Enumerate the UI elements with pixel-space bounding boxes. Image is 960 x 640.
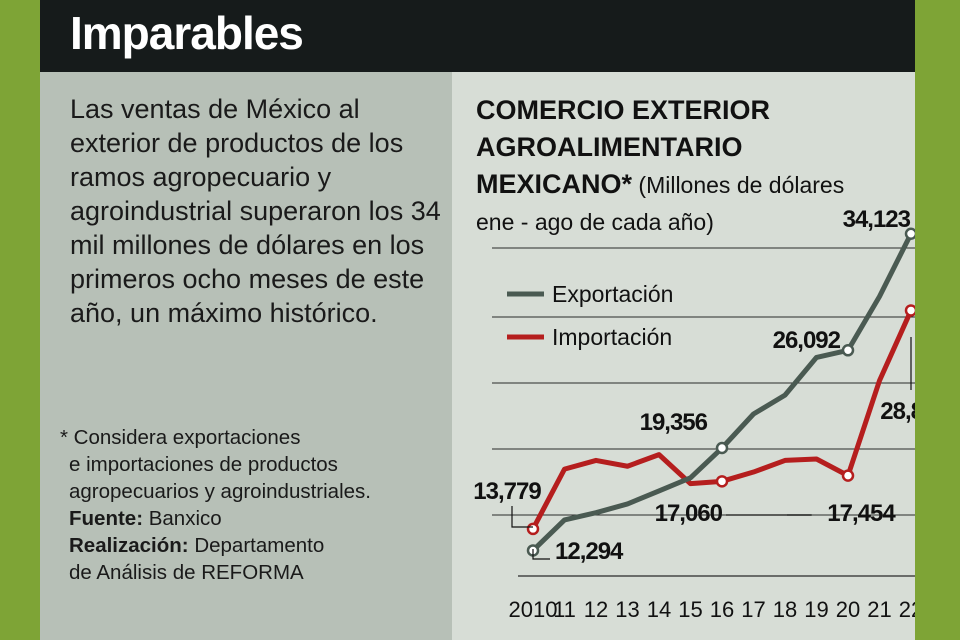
x-tick-label: 18 (773, 597, 797, 622)
x-tick-label: 2010 (509, 597, 558, 622)
source-line: Fuente: Banxico (60, 505, 452, 532)
x-tick-label: 16 (710, 597, 734, 622)
data-label-leader (511, 506, 533, 528)
page-title: Imparables (70, 7, 304, 59)
chart-title: COMERCIO EXTERIOR AGROALIMENTARIO MEXICA… (476, 92, 906, 241)
x-tick-label: 20 (836, 597, 860, 622)
x-tick-label: 13 (615, 597, 639, 622)
x-tick-label: 15 (678, 597, 702, 622)
intro-paragraph: Las ventas de México al exterior de prod… (70, 94, 441, 328)
export-point (715, 441, 729, 455)
data-label: 12,294 (555, 538, 624, 565)
credit-line: de Análisis de REFORMA (69, 561, 304, 584)
data-label: 34,123 (843, 206, 911, 233)
credit-line: Realización: Departamento (60, 532, 452, 559)
footnote-line: * Considera exportaciones (60, 426, 301, 449)
data-label: 19,356 (640, 409, 708, 436)
import-point (904, 304, 915, 317)
x-tick-label: 22 (899, 597, 915, 622)
data-label: 28,837 (880, 398, 915, 425)
data-label: 26,092 (773, 327, 841, 354)
source-value: Banxico (143, 507, 222, 530)
x-tick-label: 11 (553, 597, 576, 622)
chart-title-line: COMERCIO EXTERIOR (476, 95, 771, 125)
left-text-panel: Las ventas de México al exterior de prod… (40, 72, 452, 640)
x-tick-label: 14 (647, 597, 671, 622)
credit-value: Departamento (188, 534, 325, 557)
chart-title-line: MEXICANO* (476, 169, 633, 199)
footnote-line: agropecuarios y agroindustriales. (69, 480, 371, 503)
x-tick-label: 19 (804, 597, 828, 622)
x-tick-label: 12 (584, 597, 608, 622)
x-tick-label: 17 (741, 597, 765, 622)
footnote-line: e importaciones de productos (69, 453, 338, 476)
header-bar: Imparables (40, 0, 915, 72)
source-label: Fuente: (69, 507, 144, 530)
chart-title-line: AGROALIMENTARIO (476, 132, 743, 162)
legend-label-import: Importación (552, 324, 672, 350)
x-tick-label: 21 (867, 597, 891, 622)
footnotes: * Considera exportaciones e importacione… (60, 424, 452, 586)
data-label: 17,060 (655, 500, 723, 527)
import-point (526, 522, 540, 536)
infographic-frame: Imparables Las ventas de México al exter… (40, 0, 915, 640)
import-point (841, 469, 855, 482)
import-point (715, 475, 729, 488)
data-label-leader (532, 549, 550, 560)
export-point (904, 227, 915, 240)
credit-label: Realización: (69, 534, 189, 557)
chart-unit: ene - ago de cada año) (476, 209, 714, 235)
legend-label-export: Exportación (552, 281, 673, 307)
export-point (841, 344, 855, 357)
chart-panel: COMERCIO EXTERIOR AGROALIMENTARIO MEXICA… (452, 72, 915, 640)
data-label: 13,779 (473, 478, 541, 505)
data-label: 17,454 (827, 500, 896, 527)
chart-unit: (Millones de dólares (632, 172, 845, 198)
